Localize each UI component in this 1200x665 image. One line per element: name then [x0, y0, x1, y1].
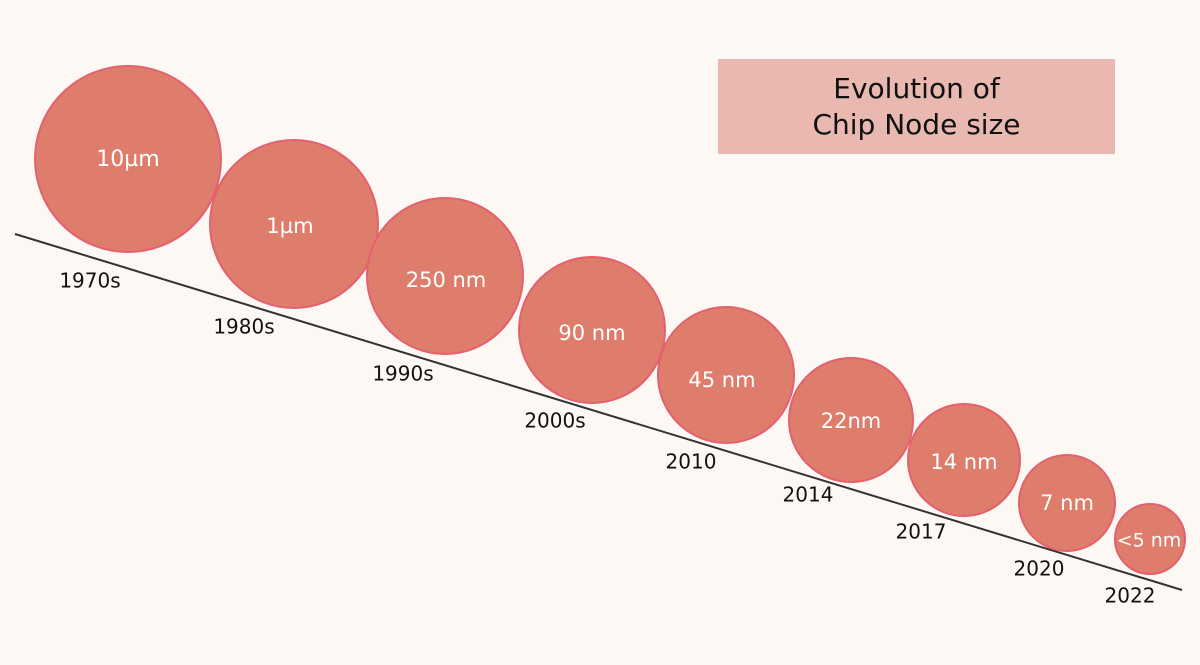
node-group-9: <5 nm 2022 — [1105, 503, 1186, 608]
node-size-label-4: 90 nm — [558, 321, 625, 345]
node-group-3: 250 nm 1990s — [366, 197, 524, 386]
node-size-label-3: 250 nm — [406, 268, 487, 292]
node-size-label-7: 14 nm — [930, 450, 997, 474]
node-circle-8 — [1018, 454, 1116, 552]
node-size-label-9: <5 nm — [1117, 530, 1182, 552]
node-era-label-7: 2017 — [896, 520, 947, 544]
diagram-title-line-2: Chip Node size — [812, 107, 1021, 141]
node-era-label-2: 1980s — [213, 315, 274, 339]
node-circle-1 — [34, 65, 222, 253]
node-era-label-8: 2020 — [1014, 557, 1065, 581]
node-size-label-2: 1µm — [266, 214, 313, 238]
node-era-label-9: 2022 — [1105, 584, 1156, 608]
node-group-7: 14 nm 2017 — [896, 403, 1021, 544]
node-era-label-3: 1990s — [372, 362, 433, 386]
node-group-8: 7 nm 2020 — [1014, 454, 1116, 581]
node-circle-4 — [518, 256, 666, 404]
node-size-label-1: 10µm — [96, 147, 159, 172]
node-group-6: 22nm 2014 — [783, 357, 914, 507]
node-circle-5 — [657, 306, 795, 444]
node-group-1: 10µm 1970s — [34, 65, 222, 293]
node-era-label-1: 1970s — [59, 269, 120, 293]
node-era-label-6: 2014 — [783, 483, 834, 507]
node-group-2: 1µm 1980s — [209, 139, 379, 339]
node-size-label-5: 45 nm — [688, 368, 755, 392]
node-size-label-8: 7 nm — [1040, 491, 1094, 515]
node-circle-7 — [907, 403, 1021, 517]
node-circle-6 — [788, 357, 914, 483]
node-era-label-4: 2000s — [524, 409, 585, 433]
timeline-axis — [14, 233, 1183, 591]
diagram-title-box: Evolution of Chip Node size — [718, 59, 1115, 154]
diagram-title-line-1: Evolution of — [833, 71, 1000, 105]
node-group-4: 90 nm 2000s — [518, 256, 666, 433]
node-group-5: 45 nm 2010 — [657, 306, 795, 474]
node-circle-2 — [209, 139, 379, 309]
node-circle-3 — [366, 197, 524, 355]
node-circle-9 — [1114, 503, 1186, 575]
node-size-label-6: 22nm — [821, 409, 882, 433]
node-era-label-5: 2010 — [666, 450, 717, 474]
